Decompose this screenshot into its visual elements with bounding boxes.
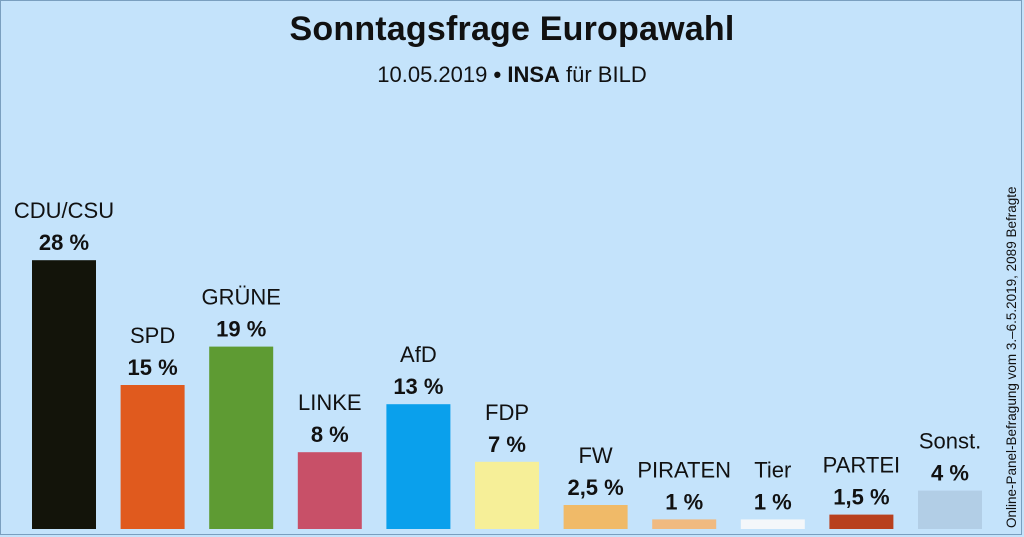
chart-title: Sonntagsfrage Europawahl — [289, 10, 735, 48]
value-label-cdu-csu: 28 % — [39, 230, 89, 255]
value-label-fw: 2,5 % — [567, 475, 623, 500]
party-label-gruene: GRÜNE — [201, 285, 280, 310]
party-label-afd: AfD — [400, 342, 437, 367]
value-label-sonst: 4 % — [931, 461, 969, 486]
bar-afd — [386, 404, 451, 529]
bar-sonst — [918, 490, 982, 529]
party-label-partei: PARTEI — [823, 453, 900, 478]
party-label-tier: Tier — [754, 457, 791, 482]
value-label-gruene: 19 % — [216, 317, 266, 342]
subtitle-date: 10.05.2019 — [377, 62, 488, 87]
bar-partei — [829, 514, 894, 529]
party-label-fdp: FDP — [485, 400, 529, 425]
subtitle-bullet: • — [493, 62, 502, 87]
chart-subtitle: 10.05.2019 • INSA für BILD — [0, 62, 1024, 88]
value-label-linke: 8 % — [311, 422, 349, 447]
value-label-afd: 13 % — [393, 374, 443, 399]
subtitle-client: für BILD — [566, 62, 647, 87]
subtitle-pollster: INSA — [507, 62, 560, 87]
value-label-partei: 1,5 % — [833, 485, 889, 510]
party-label-linke: LINKE — [298, 390, 362, 415]
bar-fw — [563, 505, 628, 529]
value-label-piraten: 1 % — [665, 489, 703, 514]
bar-fdp — [475, 461, 539, 529]
bar-linke — [297, 452, 362, 529]
bar-piraten — [652, 519, 717, 529]
value-label-fdp: 7 % — [488, 432, 526, 457]
value-label-spd: 15 % — [128, 355, 178, 380]
party-label-fw: FW — [578, 443, 612, 468]
value-label-tier: 1 % — [754, 489, 792, 514]
bar-spd — [120, 385, 185, 529]
party-label-spd: SPD — [130, 323, 175, 348]
party-label-cdu-csu: CDU/CSU — [14, 198, 114, 223]
party-label-piraten: PIRATEN — [637, 457, 731, 482]
bar-gruene — [209, 346, 274, 529]
party-label-sonst: Sonst. — [919, 429, 981, 454]
bar-tier — [740, 519, 805, 529]
bar-cdu-csu — [32, 260, 96, 529]
